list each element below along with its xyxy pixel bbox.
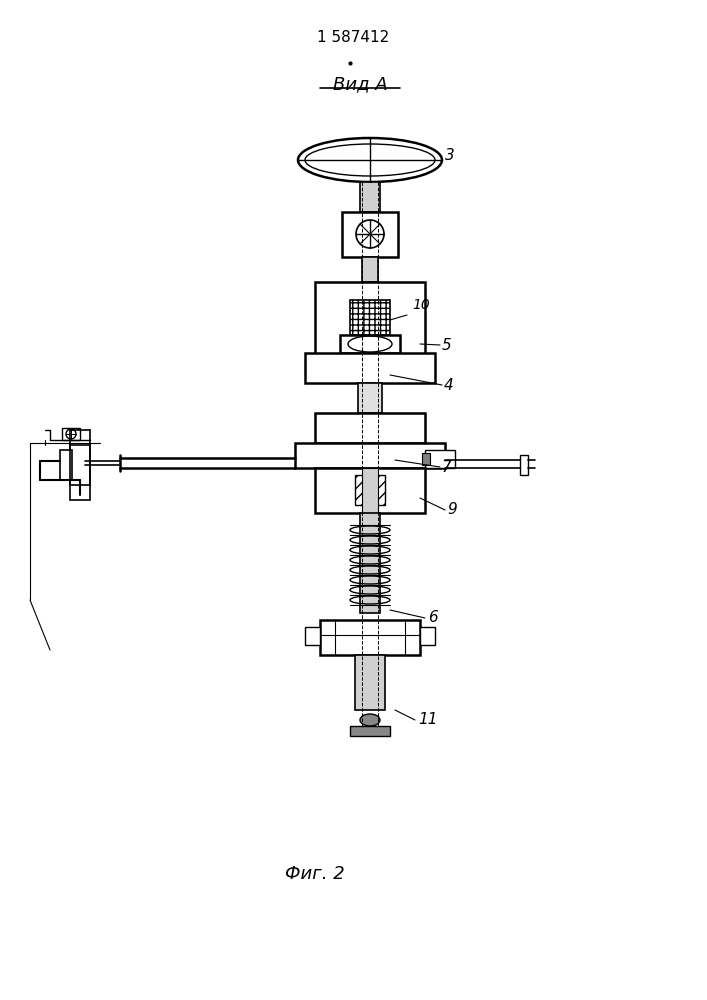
Ellipse shape — [360, 714, 380, 726]
Bar — [320, 620, 420, 655]
Text: 6: 6 — [428, 610, 438, 626]
Bar — [360, 513, 380, 613]
Bar — [62, 428, 80, 440]
Text: 1 587412: 1 587412 — [317, 30, 389, 45]
Bar — [295, 443, 445, 468]
Bar — [342, 212, 398, 257]
Text: 4: 4 — [444, 377, 454, 392]
Text: 7: 7 — [442, 460, 452, 475]
Text: 3: 3 — [445, 147, 455, 162]
Bar — [350, 300, 390, 335]
Bar — [362, 257, 378, 282]
Bar — [520, 455, 528, 475]
Text: 9: 9 — [447, 502, 457, 518]
Bar — [60, 450, 72, 480]
Bar — [315, 282, 425, 372]
Bar — [70, 445, 90, 485]
Ellipse shape — [356, 220, 384, 248]
Bar — [355, 655, 385, 710]
Bar — [360, 182, 380, 212]
Bar — [355, 475, 385, 505]
Bar — [425, 450, 455, 468]
Bar — [340, 335, 400, 353]
Bar — [305, 353, 435, 383]
Bar — [315, 468, 425, 513]
Bar — [315, 413, 425, 443]
Bar — [420, 627, 435, 645]
Bar — [422, 453, 430, 465]
Text: 10: 10 — [412, 298, 430, 312]
Bar — [350, 726, 390, 736]
Bar — [305, 627, 320, 645]
Bar — [362, 468, 378, 513]
Text: Вид А: Вид А — [332, 75, 387, 93]
Text: Фиг. 2: Фиг. 2 — [285, 865, 345, 883]
Bar — [358, 383, 382, 413]
Text: 5: 5 — [442, 338, 452, 353]
Text: 11: 11 — [418, 712, 438, 728]
